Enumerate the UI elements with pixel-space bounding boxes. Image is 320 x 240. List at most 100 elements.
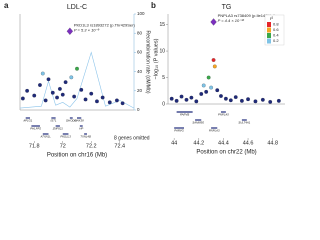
gene-label: PKD1L3 [60, 135, 71, 139]
gene-label: TXNL4B [80, 135, 91, 139]
snp-point [189, 95, 194, 100]
snp-point [215, 88, 220, 93]
snp-point [174, 98, 179, 103]
legend-label: 0.4 [273, 33, 279, 38]
y-tick-label: 10 [159, 48, 165, 54]
snp-point [201, 83, 206, 88]
snp-point [69, 75, 74, 80]
snp-point [58, 86, 62, 91]
annotation: PKD1L3 rs1893272 (p.Thr429Ser) [74, 22, 136, 27]
legend-label: 0.6 [273, 27, 279, 32]
legend-label: 0.8 [273, 22, 279, 27]
snp-point [107, 100, 112, 105]
gene-label: SULT4A1 [238, 121, 250, 125]
legend-swatch [267, 27, 271, 33]
snp-point [20, 96, 25, 101]
snp-point [46, 77, 51, 82]
note: 8 genes omitted [114, 135, 150, 141]
panel-label: b [151, 1, 156, 10]
snp-point [32, 93, 37, 98]
gene-label: SAMM50 [192, 121, 204, 125]
snp-point [199, 92, 204, 96]
x-tick-label: 44.2 [193, 140, 204, 146]
snp-point [95, 99, 99, 104]
x-tick-label: 44 [171, 140, 177, 146]
legend-swatch [267, 22, 271, 27]
snp-point [268, 99, 273, 104]
y2-tick-label: 20 [137, 88, 143, 93]
snp-point [184, 97, 189, 102]
panel-title: LDL-C [67, 4, 87, 11]
snp-point [72, 94, 77, 99]
y2-tick-label: 0 [137, 107, 140, 112]
x-tick-label: 44.8 [267, 140, 278, 146]
snp-point [40, 71, 45, 76]
snp-point [233, 95, 238, 100]
x-tick-label: 72.2 [86, 143, 97, 149]
snp-point [79, 87, 84, 92]
gene-label: ZNF821 [52, 127, 64, 131]
legend-swatch [267, 38, 271, 44]
x-tick-label: 44.4 [218, 140, 229, 146]
snp-point [223, 96, 228, 101]
gene-label: PNPLA5 [218, 113, 229, 117]
legend-swatch [267, 33, 271, 38]
snp-point [260, 97, 265, 102]
gene-label: PNPLA3 [209, 129, 220, 133]
gene-label: IST1 [51, 119, 57, 123]
gene-label: PARVG [174, 129, 184, 133]
snp-point [209, 85, 214, 90]
snp-point [228, 98, 233, 103]
snp-point [63, 80, 68, 85]
snp-point [89, 91, 94, 96]
y2-tick-label: 80 [137, 30, 143, 35]
lead-snp [210, 18, 217, 26]
y-tick-label: 5 [162, 75, 165, 81]
snp-point [253, 99, 258, 104]
snp-point [239, 98, 244, 103]
snp-point [114, 98, 119, 103]
snp-point [38, 83, 42, 87]
y2-tick-label: 40 [137, 69, 143, 74]
snp-point [120, 101, 125, 106]
y2-axis-label: Recombination rate (cM/Mb) [145, 30, 151, 93]
snp-point [219, 94, 223, 98]
snp-point [25, 88, 30, 93]
legend-title: r² [270, 16, 273, 21]
x-tick-label: 44.6 [243, 140, 254, 146]
annotation: P = 5.3 × 10⁻⁹ [74, 27, 100, 32]
x-axis-label: Position on chr22 (Mb) [196, 150, 256, 156]
recombination-line [19, 51, 135, 109]
snp-point [169, 96, 174, 101]
gene-label: PARVB [180, 113, 189, 117]
y2-tick-label: 60 [137, 50, 143, 55]
snp-point [75, 66, 79, 71]
snp-point [206, 75, 211, 80]
x-tick-label: 71.8 [29, 143, 40, 149]
snp-point [211, 58, 216, 62]
gene-label: ATXN1L [39, 135, 51, 139]
panel-title: TG [222, 4, 232, 11]
legend-label: 0.2 [273, 38, 279, 43]
annotation: PNPLA3 rs738409 (p.Ile148Met) [218, 13, 276, 18]
snp-point [100, 95, 105, 100]
y-tick-label: 15 [159, 22, 165, 28]
snp-point [246, 97, 250, 102]
figure: a LDL-C 0 20 40 60 80 100 Recombination rate (cM… [4, 1, 285, 158]
gene-label: DHX38 [75, 119, 84, 123]
gene-label: PHLPP2 [30, 127, 41, 131]
snp-point [43, 98, 48, 103]
lead-snp [66, 27, 74, 35]
snp-point [50, 90, 55, 95]
y2-tick-label: 100 [137, 11, 145, 16]
gene-label: DHODH [66, 119, 77, 123]
snp-point [194, 99, 199, 104]
snp-point [179, 94, 184, 99]
annotation: P = 4.4 × 10⁻¹⁶ [218, 18, 245, 23]
panel-label: a [4, 1, 9, 10]
gene-label: AP1G1 [22, 119, 32, 123]
snp-point [83, 97, 88, 102]
snp-point [60, 92, 65, 97]
snp-point [276, 98, 281, 103]
snp-point [212, 64, 217, 69]
